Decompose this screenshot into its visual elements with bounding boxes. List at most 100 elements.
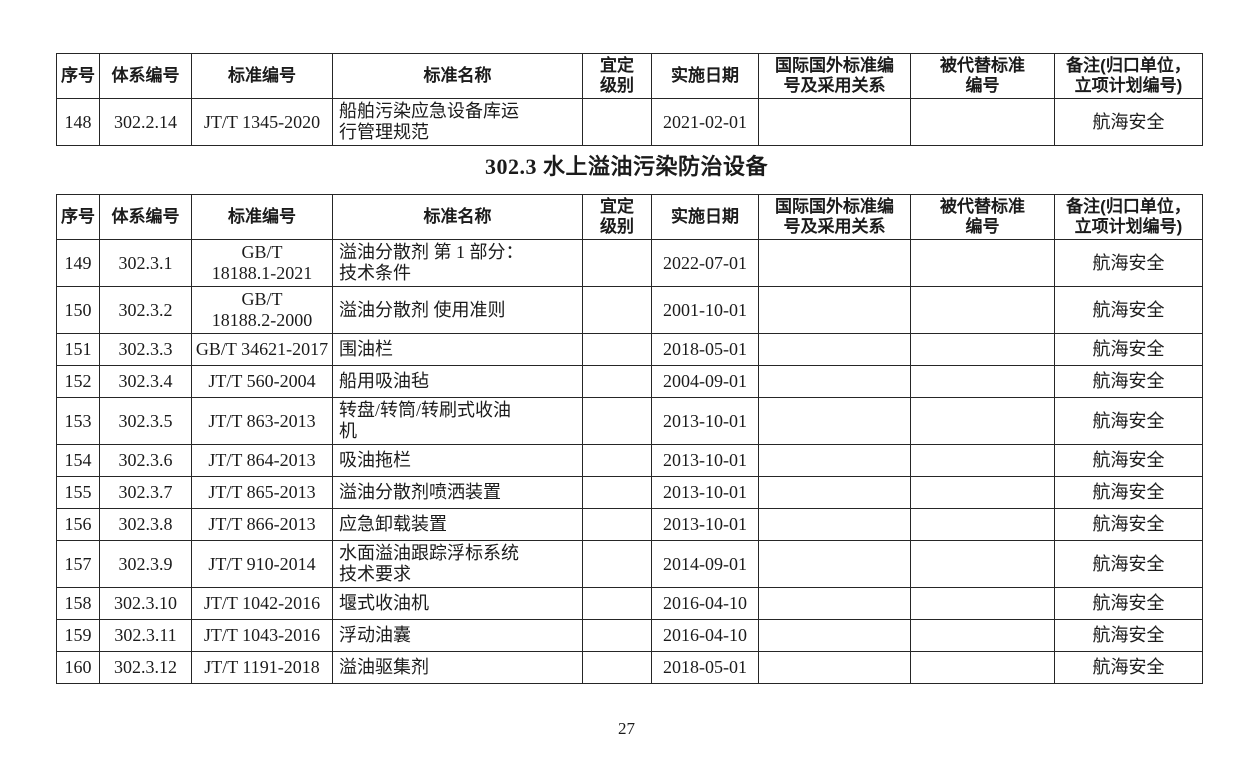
cell-system-no: 302.3.12 xyxy=(99,651,192,684)
cell-std-no: JT/T 865-2013 xyxy=(191,476,333,509)
table-row: 159 302.3.11 JT/T 1043-2016 浮动油囊 2016-04-10 航… xyxy=(56,619,1203,652)
cell-replaced xyxy=(910,397,1055,445)
table-row: 148 302.2.14 JT/T 1345-2020 船舶污染应急设备库运 行管理规… xyxy=(56,98,1203,146)
cell-std-no: JT/T 866-2013 xyxy=(191,508,333,541)
cell-remark: 航海安全 xyxy=(1054,508,1203,541)
cell-impl-date: 2004-09-01 xyxy=(651,365,759,398)
cell-remark: 航海安全 xyxy=(1054,333,1203,366)
column-header-seq: 序号 xyxy=(56,53,100,99)
cell-intl xyxy=(758,98,911,146)
cell-level xyxy=(582,540,652,588)
cell-system-no: 302.3.3 xyxy=(99,333,192,366)
cell-remark: 航海安全 xyxy=(1054,540,1203,588)
cell-intl xyxy=(758,239,911,287)
column-header-level: 宜定 级别 xyxy=(582,53,652,99)
cell-impl-date: 2018-05-01 xyxy=(651,651,759,684)
cell-replaced xyxy=(910,619,1055,652)
cell-std-name: 溢油驱集剂 xyxy=(332,651,583,684)
cell-remark: 航海安全 xyxy=(1054,98,1203,146)
cell-system-no: 302.3.4 xyxy=(99,365,192,398)
cell-seq: 155 xyxy=(56,476,100,509)
cell-remark: 航海安全 xyxy=(1054,587,1203,620)
cell-seq: 160 xyxy=(56,651,100,684)
cell-remark: 航海安全 xyxy=(1054,239,1203,287)
column-header-intl: 国际国外标准编 号及采用关系 xyxy=(758,53,911,99)
cell-replaced xyxy=(910,651,1055,684)
cell-level xyxy=(582,444,652,477)
cell-level xyxy=(582,587,652,620)
table-row: 158 302.3.10 JT/T 1042-2016 堰式收油机 2016-04-10… xyxy=(56,587,1203,620)
cell-replaced xyxy=(910,540,1055,588)
column-header-impl-date: 实施日期 xyxy=(651,53,759,99)
table-row: 152 302.3.4 JT/T 560-2004 船用吸油毡 2004-09-01 航海… xyxy=(56,365,1203,398)
table-row: 151 302.3.3 GB/T 34621-2017 围油栏 2018-05-01 航海… xyxy=(56,333,1203,366)
cell-level xyxy=(582,333,652,366)
cell-std-no: JT/T 863-2013 xyxy=(191,397,333,445)
cell-std-name: 船舶污染应急设备库运 行管理规范 xyxy=(332,98,583,146)
column-header-impl-date: 实施日期 xyxy=(651,194,759,240)
column-header-intl: 国际国外标准编 号及采用关系 xyxy=(758,194,911,240)
table-row: 153 302.3.5 JT/T 863-2013 转盘/转筒/转刷式收油 机 2013… xyxy=(56,397,1203,445)
cell-system-no: 302.3.5 xyxy=(99,397,192,445)
cell-level xyxy=(582,397,652,445)
cell-remark: 航海安全 xyxy=(1054,444,1203,477)
column-header-std-name: 标准名称 xyxy=(332,53,583,99)
cell-impl-date: 2022-07-01 xyxy=(651,239,759,287)
cell-std-name: 溢油分散剂 使用准则 xyxy=(332,286,583,334)
cell-impl-date: 2021-02-01 xyxy=(651,98,759,146)
cell-level xyxy=(582,365,652,398)
cell-intl xyxy=(758,365,911,398)
cell-impl-date: 2014-09-01 xyxy=(651,540,759,588)
cell-seq: 158 xyxy=(56,587,100,620)
cell-intl xyxy=(758,476,911,509)
cell-std-name: 浮动油囊 xyxy=(332,619,583,652)
cell-replaced xyxy=(910,476,1055,509)
cell-std-name: 溢油分散剂 第 1 部分： 技术条件 xyxy=(332,239,583,287)
cell-std-no: GB/T 18188.2-2000 xyxy=(191,286,333,334)
cell-impl-date: 2016-04-10 xyxy=(651,619,759,652)
cell-level xyxy=(582,286,652,334)
cell-replaced xyxy=(910,365,1055,398)
cell-seq: 157 xyxy=(56,540,100,588)
cell-level xyxy=(582,98,652,146)
cell-std-name: 应急卸载装置 xyxy=(332,508,583,541)
cell-std-name: 水面溢油跟踪浮标系统 技术要求 xyxy=(332,540,583,588)
cell-intl xyxy=(758,508,911,541)
cell-std-no: JT/T 560-2004 xyxy=(191,365,333,398)
cell-std-no: JT/T 1345-2020 xyxy=(191,98,333,146)
cell-system-no: 302.3.11 xyxy=(99,619,192,652)
cell-remark: 航海安全 xyxy=(1054,619,1203,652)
cell-seq: 153 xyxy=(56,397,100,445)
table-row: 149 302.3.1 GB/T 18188.1-2021 溢油分散剂 第 1 部分：… xyxy=(56,239,1203,287)
cell-std-no: JT/T 1191-2018 xyxy=(191,651,333,684)
column-header-std-no: 标准编号 xyxy=(191,194,333,240)
cell-intl xyxy=(758,333,911,366)
cell-remark: 航海安全 xyxy=(1054,365,1203,398)
table-row: 156 302.3.8 JT/T 866-2013 应急卸载装置 2013-10-01 航… xyxy=(56,508,1203,541)
cell-impl-date: 2018-05-01 xyxy=(651,333,759,366)
cell-seq: 154 xyxy=(56,444,100,477)
cell-seq: 159 xyxy=(56,619,100,652)
cell-system-no: 302.3.6 xyxy=(99,444,192,477)
column-header-remark: 备注(归口单位， 立项计划编号) xyxy=(1054,194,1203,240)
cell-replaced xyxy=(910,98,1055,146)
cell-remark: 航海安全 xyxy=(1054,397,1203,445)
table-row: 154 302.3.6 JT/T 864-2013 吸油拖栏 2013-10-01 航海安… xyxy=(56,444,1203,477)
cell-system-no: 302.3.2 xyxy=(99,286,192,334)
table-header-row: 序号 体系编号 标准编号 标准名称 宜定 级别 实施日期 国际国外标准编 号及采用关系 被代替… xyxy=(56,53,1203,99)
cell-impl-date: 2001-10-01 xyxy=(651,286,759,334)
cell-std-name: 堰式收油机 xyxy=(332,587,583,620)
cell-seq: 156 xyxy=(56,508,100,541)
cell-std-no: JT/T 1042-2016 xyxy=(191,587,333,620)
cell-std-name: 溢油分散剂喷洒装置 xyxy=(332,476,583,509)
cell-std-no: JT/T 1043-2016 xyxy=(191,619,333,652)
cell-intl xyxy=(758,444,911,477)
standards-table-302-2: 序号 体系编号 标准编号 标准名称 宜定 级别 实施日期 国际国外标准编 号及采用关系 被代替… xyxy=(56,53,1203,146)
cell-replaced xyxy=(910,508,1055,541)
cell-std-name: 吸油拖栏 xyxy=(332,444,583,477)
cell-impl-date: 2013-10-01 xyxy=(651,508,759,541)
cell-level xyxy=(582,239,652,287)
column-header-remark: 备注(归口单位， 立项计划编号) xyxy=(1054,53,1203,99)
table-row: 150 302.3.2 GB/T 18188.2-2000 溢油分散剂 使用准则 200… xyxy=(56,286,1203,334)
